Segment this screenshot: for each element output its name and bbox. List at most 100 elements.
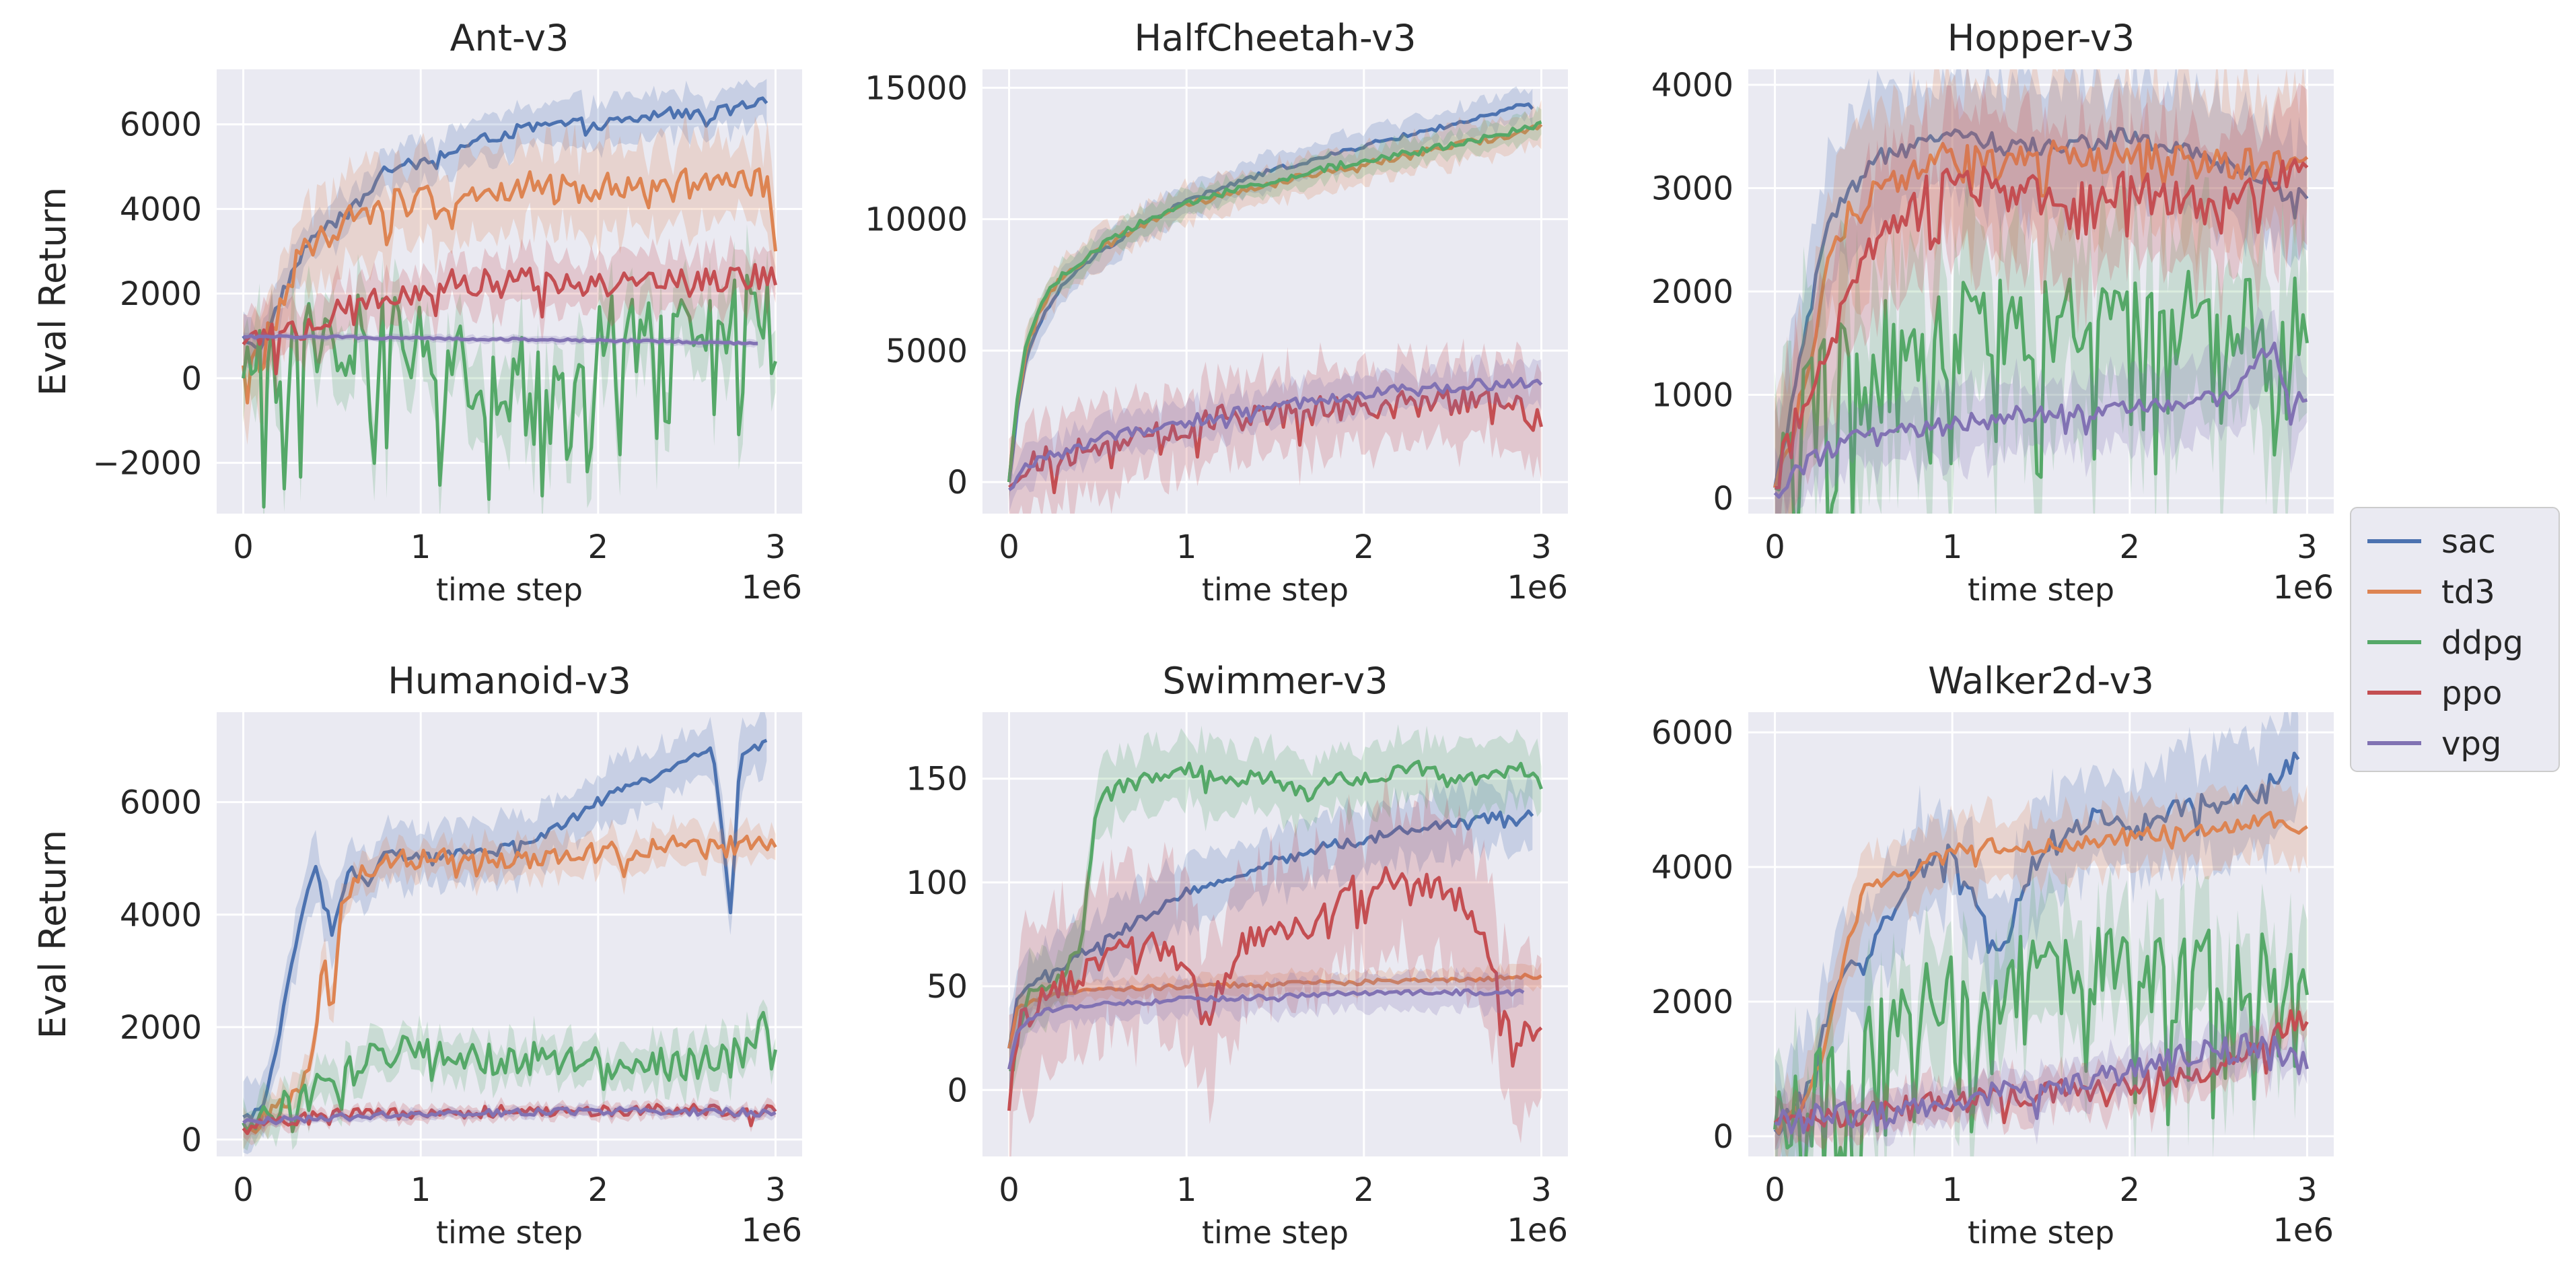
series-band-sac [1009,770,1533,1089]
x-axis-label: time step [1968,1214,2114,1251]
x-tick-label: 0 [233,528,254,566]
legend-box [2350,507,2560,772]
x-tick-label: 2 [588,1171,609,1209]
y-tick-label: 0 [947,1072,968,1109]
series-line-ppo [242,263,777,376]
y-tick-label: 0 [181,1121,202,1159]
y-tick-label: 6000 [120,106,202,144]
subplot-title: Walker2d-v3 [1928,660,2154,702]
x-tick-label: 3 [2297,528,2318,566]
subplot-ant-v3: 0 1 2 3 −2000 0 2000 4000 6000 Ant-v3 time step 1e6… [32,17,802,608]
y-tick-label: 15000 [865,69,968,107]
y-tick-label: −2000 [93,445,202,483]
subplot-humanoid-v3: 0 1 2 3 0 2000 4000 6000 Humanoid-v3 time step 1e6… [32,660,802,1251]
series-line-sac [1773,127,2309,489]
y-tick-label: 10000 [865,201,968,239]
y-tick-label: 50 [927,968,968,1006]
series-band-td3 [1009,962,1542,1062]
y-tick-label: 0 [947,464,968,501]
subplot-walker2d-v3: 0 1 2 3 0 2000 4000 6000 Walker2d-v3 time step 1e6 [1651,660,2334,1251]
series-band-ppo [243,235,776,399]
series-line-sac [242,96,768,353]
x-tick-label: 3 [765,528,786,566]
series-line-vpg [1008,376,1543,491]
series-band-ppo [1009,338,1542,514]
y-tick-label: 6000 [1651,714,1733,752]
y-tick-label: 4000 [120,190,202,228]
x-offset-label: 1e6 [741,1212,802,1249]
y-axis-label: Eval Return [32,187,74,396]
x-tick-label: 0 [1764,528,1785,566]
series-group [1773,712,2309,1156]
series-line-vpg [1007,988,1525,1070]
subplot-title: Humanoid-v3 [388,660,631,702]
series-line-vpg [1774,1033,2309,1135]
y-tick-label: 2000 [120,1009,202,1047]
x-tick-label: 2 [1354,1171,1375,1209]
series-line-td3 [243,834,777,1134]
series-group [1007,724,1543,1156]
series-group [242,79,777,514]
y-tick-label: 6000 [120,784,202,822]
series-band-td3 [243,111,776,445]
legend-label-vpg: vpg [2441,725,2501,763]
legend-label-ddpg: ddpg [2441,624,2524,662]
series-line-ddpg [1007,120,1542,483]
series-group [1007,86,1543,514]
y-tick-label: 2000 [1651,983,1733,1021]
series-band-ddpg [1009,106,1542,499]
x-offset-label: 1e6 [2273,1212,2334,1249]
series-line-ddpg [1008,759,1543,1072]
series-band-sac [1775,712,2299,1156]
series-line-ddpg [1774,269,2309,514]
y-tick-label: 2000 [1651,273,1733,311]
series-line-ddpg [1773,926,2309,1156]
series-band-vpg [1009,967,1524,1092]
series-group [1773,69,2309,514]
series-band-ddpg [1775,866,2307,1156]
plot-area [217,69,802,514]
series-line-vpg [1773,341,2308,499]
series-line-sac [1007,102,1534,483]
series-band-sac [243,79,767,370]
subplot-halfcheetah-v3: 0 1 2 3 0 5000 10000 15000 HalfCheetah-v3 time st… [865,17,1568,608]
x-offset-label: 1e6 [2273,569,2334,606]
x-tick-label: 1 [1942,528,1963,566]
x-tick-label: 1 [1942,1171,1963,1209]
series-line-td3 [1007,973,1542,1049]
x-tick-label: 0 [1764,1171,1785,1209]
y-tick-label: 4000 [1651,849,1733,887]
x-tick-label: 2 [588,528,609,566]
series-line-ddpg [242,1010,777,1134]
series-line-vpg [243,334,758,346]
subplot-swimmer-v3: 0 1 2 3 0 50 100 150 Swimmer-v3 time step 1e6 [906,660,1568,1251]
y-tick-label: 4000 [1651,67,1733,104]
x-tick-label: 3 [1531,1171,1552,1209]
x-tick-label: 2 [1354,528,1375,566]
series-band-vpg [1775,1006,2307,1156]
y-tick-label: 100 [906,864,968,902]
series-line-td3 [1773,138,2309,489]
x-tick-label: 1 [1176,528,1197,566]
x-axis-label: time step [436,571,583,608]
legend-label-td3: td3 [2441,574,2495,611]
series-band-sac [1009,86,1533,501]
legend-label-ppo: ppo [2441,674,2502,712]
legend-label-sac: sac [2441,523,2496,561]
x-axis-label: time step [1202,571,1349,608]
x-tick-label: 2 [2120,1171,2141,1209]
x-tick-label: 3 [765,1171,786,1209]
x-tick-label: 1 [1176,1171,1197,1209]
x-axis-label: time step [436,1214,583,1251]
series-line-vpg [242,1106,777,1125]
x-tick-label: 1 [410,528,431,566]
series-line-td3 [242,167,777,405]
x-tick-label: 2 [2120,528,2141,566]
x-axis-label: time step [1202,1214,1349,1251]
subplot-title: Swimmer-v3 [1163,660,1388,702]
plot-area [1748,712,2334,1156]
x-offset-label: 1e6 [1507,569,1568,606]
y-tick-label: 2000 [120,275,202,313]
